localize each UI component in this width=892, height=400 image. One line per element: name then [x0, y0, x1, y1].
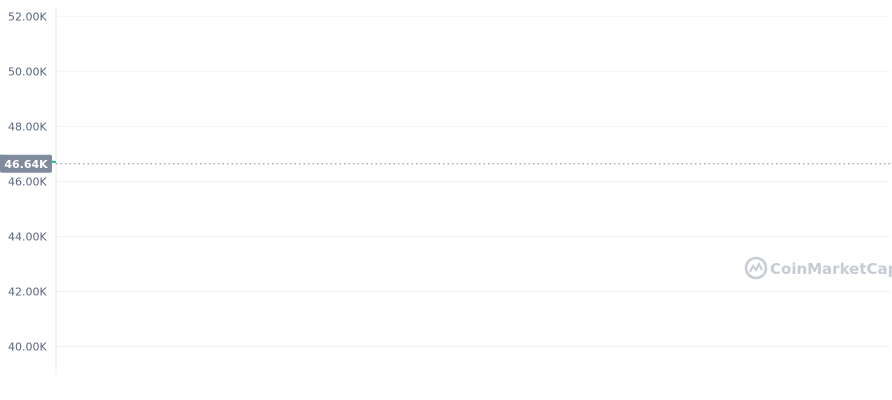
reference-label: 46.64K [4, 158, 48, 171]
coinmarketcap-logo-icon [744, 256, 768, 280]
y-tick-label: 46.00K [8, 175, 47, 188]
y-tick-label: 40.00K [8, 340, 47, 353]
watermark: CoinMarketCap [744, 256, 892, 280]
y-tick-label: 50.00K [8, 65, 47, 78]
y-tick-label: 44.00K [8, 230, 47, 243]
y-tick-label: 52.00K [8, 10, 47, 23]
grid-lines [55, 8, 890, 374]
y-tick-label: 42.00K [8, 285, 47, 298]
y-axis: 40.00K 42.00K 44.00K 46.00K 48.00K 50.00K 52.0… [8, 10, 47, 353]
y-tick-label: 48.00K [8, 120, 47, 133]
watermark-text: CoinMarketCap [770, 260, 892, 278]
reference-label-bg [0, 154, 52, 173]
reference-line: 46.64K [0, 154, 890, 173]
